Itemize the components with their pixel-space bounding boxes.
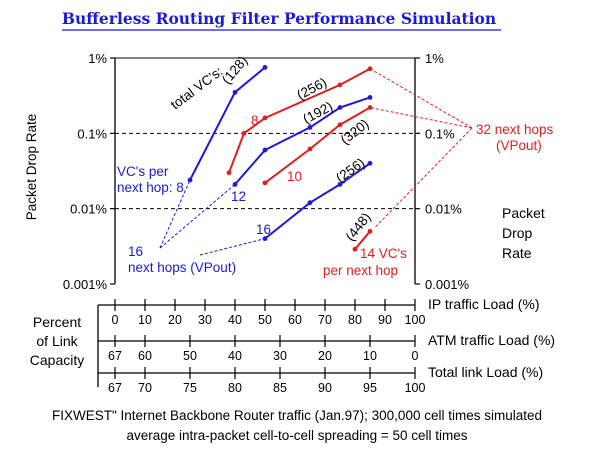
load-axis-tick-label: 10 xyxy=(138,313,152,327)
y-tick-label-left: 1% xyxy=(88,51,107,66)
y-tick-label-left: 0.01% xyxy=(70,202,107,217)
load-axis-title: ATM traffic Load (%) xyxy=(428,332,555,348)
load-axis-tick-label: 100 xyxy=(405,313,426,327)
data-point xyxy=(307,124,313,130)
data-point xyxy=(367,105,373,110)
annotation-vcs-per-2: next hop: 8 xyxy=(117,180,184,195)
y-axis-title-right-line: Drop xyxy=(502,225,533,241)
data-point xyxy=(307,146,313,152)
load-axis-tick-label: 30 xyxy=(198,313,212,327)
data-point xyxy=(232,89,238,95)
annotation-vc14-2: per next hop xyxy=(323,263,398,278)
data-point xyxy=(241,130,247,136)
load-axis-tick-label: 90 xyxy=(378,313,392,327)
load-axis-tick-label: 70 xyxy=(318,313,332,327)
load-axis-tick-label: 90 xyxy=(318,381,332,395)
data-point xyxy=(337,82,343,88)
load-axis-tick-label: 100 xyxy=(405,381,426,395)
load-axis-tick-label: 0 xyxy=(112,313,119,327)
load-axis-tick-label: 30 xyxy=(273,349,287,363)
leader-line xyxy=(369,107,473,129)
load-axis-tick-label: 80 xyxy=(348,313,362,327)
footer-line-1: FIXWEST" Internet Backbone Router traffi… xyxy=(52,408,542,423)
load-axis-tick-label: 0 xyxy=(412,349,419,363)
load-axis-tick-label: 60 xyxy=(288,313,302,327)
leader-line xyxy=(159,184,236,249)
load-axis-title: IP traffic Load (%) xyxy=(428,296,540,312)
y-tick-label-left: 0.1% xyxy=(77,126,107,141)
load-axis-tick-label: 95 xyxy=(363,381,377,395)
load-axis-tick-label: 10 xyxy=(363,349,377,363)
y-tick-label-left: 0.001% xyxy=(63,277,108,292)
data-point xyxy=(262,180,268,186)
load-axis-tick-label: 40 xyxy=(228,313,242,327)
annotation-n10-red: 10 xyxy=(287,169,302,184)
y-axis-title-right-line: Packet xyxy=(502,205,545,221)
load-axis-tick-label: 20 xyxy=(168,313,182,327)
annotation-n16-blue: 16 xyxy=(256,222,271,237)
annotation-hops16-2: next hops (VPout) xyxy=(128,260,236,275)
load-axis-tick-label: 20 xyxy=(318,349,332,363)
data-point xyxy=(367,228,373,234)
percent-capacity-label-line: of Link xyxy=(36,333,78,349)
leader-line xyxy=(159,179,191,249)
data-point xyxy=(337,181,343,187)
load-axis-tick-label: 67 xyxy=(108,381,122,395)
load-axis-title: Total link Load (%) xyxy=(428,364,543,380)
percent-capacity-label-line: Percent xyxy=(33,314,81,330)
annotation-hops32-2: (VPout) xyxy=(496,138,542,153)
plot-area: 1% 1% 0.1% 0.1% 0.01% 0.01% 0.001% 0.001% Packet… xyxy=(24,51,545,292)
leader-line xyxy=(374,127,473,228)
series-line xyxy=(264,106,371,184)
load-axis-tick-label: 67 xyxy=(108,349,122,363)
annotation-hops32-1: 32 next hops xyxy=(476,122,554,137)
leader-line xyxy=(199,238,266,256)
load-axis-tick-label: 70 xyxy=(138,381,152,395)
annotation-vc14-1: 14 VC's xyxy=(360,246,407,261)
data-point xyxy=(367,94,373,100)
y-axis-title-right-line: Rate xyxy=(502,245,532,261)
annotation-vcs-per-1: VC's per xyxy=(117,164,169,179)
data-point xyxy=(187,177,193,183)
data-point xyxy=(337,105,343,110)
data-point xyxy=(307,200,313,206)
y-tick-label-right: 0.1% xyxy=(425,126,455,141)
y-tick-label-right: 0.01% xyxy=(425,202,462,217)
annotation-vc256b: (256) xyxy=(333,155,367,185)
percent-capacity-label-line: Capacity xyxy=(30,352,84,368)
annotation-n12-blue: 12 xyxy=(231,189,246,204)
series-group xyxy=(187,65,373,252)
data-point xyxy=(367,160,373,166)
data-point xyxy=(262,65,268,70)
annotation-total-vcs: total VC's: xyxy=(168,64,226,113)
data-point xyxy=(337,122,343,128)
annotation-hops16-1: 16 xyxy=(128,244,143,259)
series-line xyxy=(264,162,371,240)
y-axis-title-left: Packet Drop Rate xyxy=(24,114,39,221)
load-axis-tick-label: 85 xyxy=(273,381,287,395)
load-axis-tick-label: 50 xyxy=(258,313,272,327)
data-point xyxy=(262,115,268,121)
load-axis-tick-label: 40 xyxy=(228,349,242,363)
annotation-n8-red: 8 xyxy=(251,113,259,128)
chart-title: Bufferless Routing Filter Performance Si… xyxy=(62,9,496,28)
y-tick-label-right: 1% xyxy=(425,51,444,66)
load-axis-tick-label: 75 xyxy=(183,381,197,395)
load-axis-tick-label: 80 xyxy=(228,381,242,395)
data-point xyxy=(226,170,232,176)
load-axis-tick-label: 50 xyxy=(183,349,197,363)
footer-line-2: average intra-packet cell-to-cell spread… xyxy=(126,428,467,443)
data-point xyxy=(262,147,268,153)
annotation-vc256a: (256) xyxy=(294,75,329,103)
series-line xyxy=(354,230,371,250)
load-axis-tick-label: 60 xyxy=(138,349,152,363)
y-tick-label-right: 0.001% xyxy=(425,277,470,292)
leader-line xyxy=(369,68,473,129)
annotation-vc448: (448) xyxy=(343,210,374,244)
data-point xyxy=(352,246,358,252)
annotation-vc320: (320) xyxy=(338,116,372,147)
